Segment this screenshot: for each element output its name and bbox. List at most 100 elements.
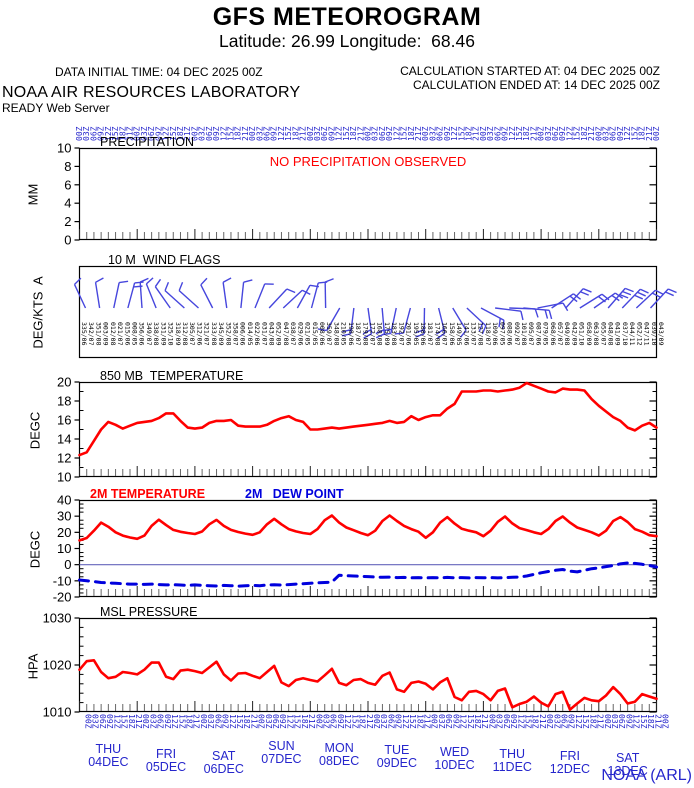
svg-text:10: 10 bbox=[57, 541, 71, 556]
svg-text:00Z: 00Z bbox=[364, 126, 373, 141]
day-label: WED 10DEC bbox=[434, 746, 474, 772]
svg-text:09Z: 09Z bbox=[501, 126, 510, 141]
page-subtitle: Latitude: 26.99 Longitude: 68.46 bbox=[219, 31, 475, 51]
day-date: 04DEC bbox=[88, 755, 129, 769]
svg-text:18Z: 18Z bbox=[580, 126, 589, 141]
svg-text:014/05: 014/05 bbox=[246, 322, 254, 346]
svg-text:20: 20 bbox=[57, 375, 71, 390]
day-label: FRI 05DEC bbox=[146, 748, 186, 774]
noaa-arl-credit: NOAA (ARL) bbox=[601, 767, 692, 784]
day-name: SUN bbox=[268, 739, 295, 753]
svg-text:003/09: 003/09 bbox=[102, 322, 110, 346]
svg-text:06Z: 06Z bbox=[551, 126, 560, 141]
svg-text:18Z: 18Z bbox=[242, 714, 251, 729]
panel-title-850mb-temperature: 850 MB TEMPERATURE bbox=[100, 369, 244, 383]
svg-text:18Z: 18Z bbox=[349, 126, 358, 141]
svg-text:14: 14 bbox=[57, 432, 71, 447]
day-date: 05DEC bbox=[145, 760, 187, 774]
svg-text:127/08: 127/08 bbox=[477, 322, 485, 346]
svg-text:331/09: 331/09 bbox=[159, 322, 167, 346]
svg-text:063/08: 063/08 bbox=[592, 322, 600, 346]
svg-text:12Z: 12Z bbox=[623, 126, 632, 141]
svg-text:092/07: 092/07 bbox=[513, 322, 521, 346]
svg-text:00Z: 00Z bbox=[487, 714, 496, 729]
svg-text:-10: -10 bbox=[53, 573, 72, 588]
day-date: 12DEC bbox=[549, 762, 591, 776]
wind-deg-kts-labels: 335/06 342/07 351/08 003/09 012/08 021/07 015/… bbox=[80, 322, 665, 346]
svg-text:043/08: 043/08 bbox=[268, 322, 276, 346]
svg-text:175/09: 175/09 bbox=[383, 322, 391, 346]
svg-text:041/09: 041/09 bbox=[614, 322, 622, 346]
svg-text:00Z: 00Z bbox=[84, 714, 93, 729]
svg-text:09Z: 09Z bbox=[270, 126, 279, 141]
svg-text:00Z: 00Z bbox=[190, 126, 199, 141]
svg-text:348/08: 348/08 bbox=[332, 322, 340, 346]
svg-text:03Z: 03Z bbox=[602, 126, 611, 141]
day-labels-row: THU 04DEC FRI 05DEC SAT 06DEC SUN 07DEC MON 08DEC… bbox=[0, 739, 694, 778]
svg-text:18: 18 bbox=[57, 394, 71, 409]
panel-title-msl-pressure: MSL PRESSURE bbox=[100, 605, 198, 619]
svg-text:210/05: 210/05 bbox=[340, 322, 348, 346]
day-name: THU bbox=[95, 742, 122, 756]
svg-text:06Z: 06Z bbox=[560, 714, 569, 729]
svg-text:12Z: 12Z bbox=[219, 126, 228, 141]
svg-text:18Z: 18Z bbox=[118, 126, 127, 141]
svg-text:166/07: 166/07 bbox=[441, 322, 449, 346]
day-label: MON 08DEC bbox=[319, 742, 359, 768]
svg-text:00Z: 00Z bbox=[430, 714, 439, 729]
svg-text:356/06: 356/06 bbox=[138, 322, 146, 346]
svg-text:305/07: 305/07 bbox=[188, 322, 196, 346]
svg-text:15Z: 15Z bbox=[466, 714, 475, 729]
svg-text:141/06: 141/06 bbox=[462, 322, 470, 346]
svg-text:21Z: 21Z bbox=[480, 714, 489, 729]
svg-text:15Z: 15Z bbox=[524, 714, 533, 729]
svg-text:12Z: 12Z bbox=[392, 126, 401, 141]
svg-text:18Z: 18Z bbox=[176, 126, 185, 141]
svg-text:012/08: 012/08 bbox=[109, 322, 117, 346]
svg-text:21Z: 21Z bbox=[307, 714, 316, 729]
svg-text:021/07: 021/07 bbox=[116, 322, 124, 346]
svg-text:057/07: 057/07 bbox=[556, 322, 564, 346]
svg-text:015/05: 015/05 bbox=[311, 322, 319, 346]
svg-text:06Z: 06Z bbox=[444, 714, 453, 729]
svg-text:118/07: 118/07 bbox=[484, 322, 492, 346]
svg-text:15Z: 15Z bbox=[235, 714, 244, 729]
svg-text:21Z: 21Z bbox=[414, 126, 423, 141]
svg-text:048/08: 048/08 bbox=[607, 322, 615, 346]
hour-labels-top: 00Z03Z06Z09Z12Z15Z18Z21Z00Z03Z06Z09Z12Z1… bbox=[75, 126, 661, 141]
svg-text:12Z: 12Z bbox=[516, 714, 525, 729]
day-name: THU bbox=[499, 747, 526, 761]
panel-title-wind-flags: 10 M WIND FLAGS bbox=[108, 253, 221, 267]
svg-text:12Z: 12Z bbox=[508, 126, 517, 141]
svg-text:10: 10 bbox=[57, 470, 71, 485]
svg-text:18Z: 18Z bbox=[358, 714, 367, 729]
svg-text:15Z: 15Z bbox=[581, 714, 590, 729]
svg-text:00Z: 00Z bbox=[257, 714, 266, 729]
svg-text:18Z: 18Z bbox=[522, 126, 531, 141]
svg-text:21Z: 21Z bbox=[596, 714, 605, 729]
svg-text:06Z: 06Z bbox=[609, 126, 618, 141]
svg-text:00Z: 00Z bbox=[652, 126, 661, 141]
ylabel-degc-2m: DEGC bbox=[27, 530, 43, 569]
svg-text:21Z: 21Z bbox=[653, 714, 662, 729]
svg-text:09Z: 09Z bbox=[394, 714, 403, 729]
svg-text:09Z: 09Z bbox=[509, 714, 518, 729]
svg-text:12Z: 12Z bbox=[574, 714, 583, 729]
svg-text:18Z: 18Z bbox=[300, 714, 309, 729]
svg-text:21Z: 21Z bbox=[183, 126, 192, 141]
svg-text:09Z: 09Z bbox=[278, 714, 287, 729]
svg-text:095/07: 095/07 bbox=[527, 322, 535, 346]
svg-text:03Z: 03Z bbox=[255, 126, 264, 141]
svg-text:352/08: 352/08 bbox=[224, 322, 232, 346]
svg-text:15Z: 15Z bbox=[630, 126, 639, 141]
svg-text:15Z: 15Z bbox=[573, 126, 582, 141]
svg-text:101/08: 101/08 bbox=[520, 322, 528, 346]
calculation-ended: CALCULATION ENDED AT: 14 DEC 2025 00Z bbox=[413, 77, 660, 92]
svg-text:12Z: 12Z bbox=[104, 126, 113, 141]
svg-text:015/06: 015/06 bbox=[123, 322, 131, 346]
svg-text:03Z: 03Z bbox=[610, 714, 619, 729]
svg-text:12Z: 12Z bbox=[401, 714, 410, 729]
svg-text:097/05: 097/05 bbox=[498, 322, 506, 346]
svg-text:183/08: 183/08 bbox=[390, 322, 398, 346]
